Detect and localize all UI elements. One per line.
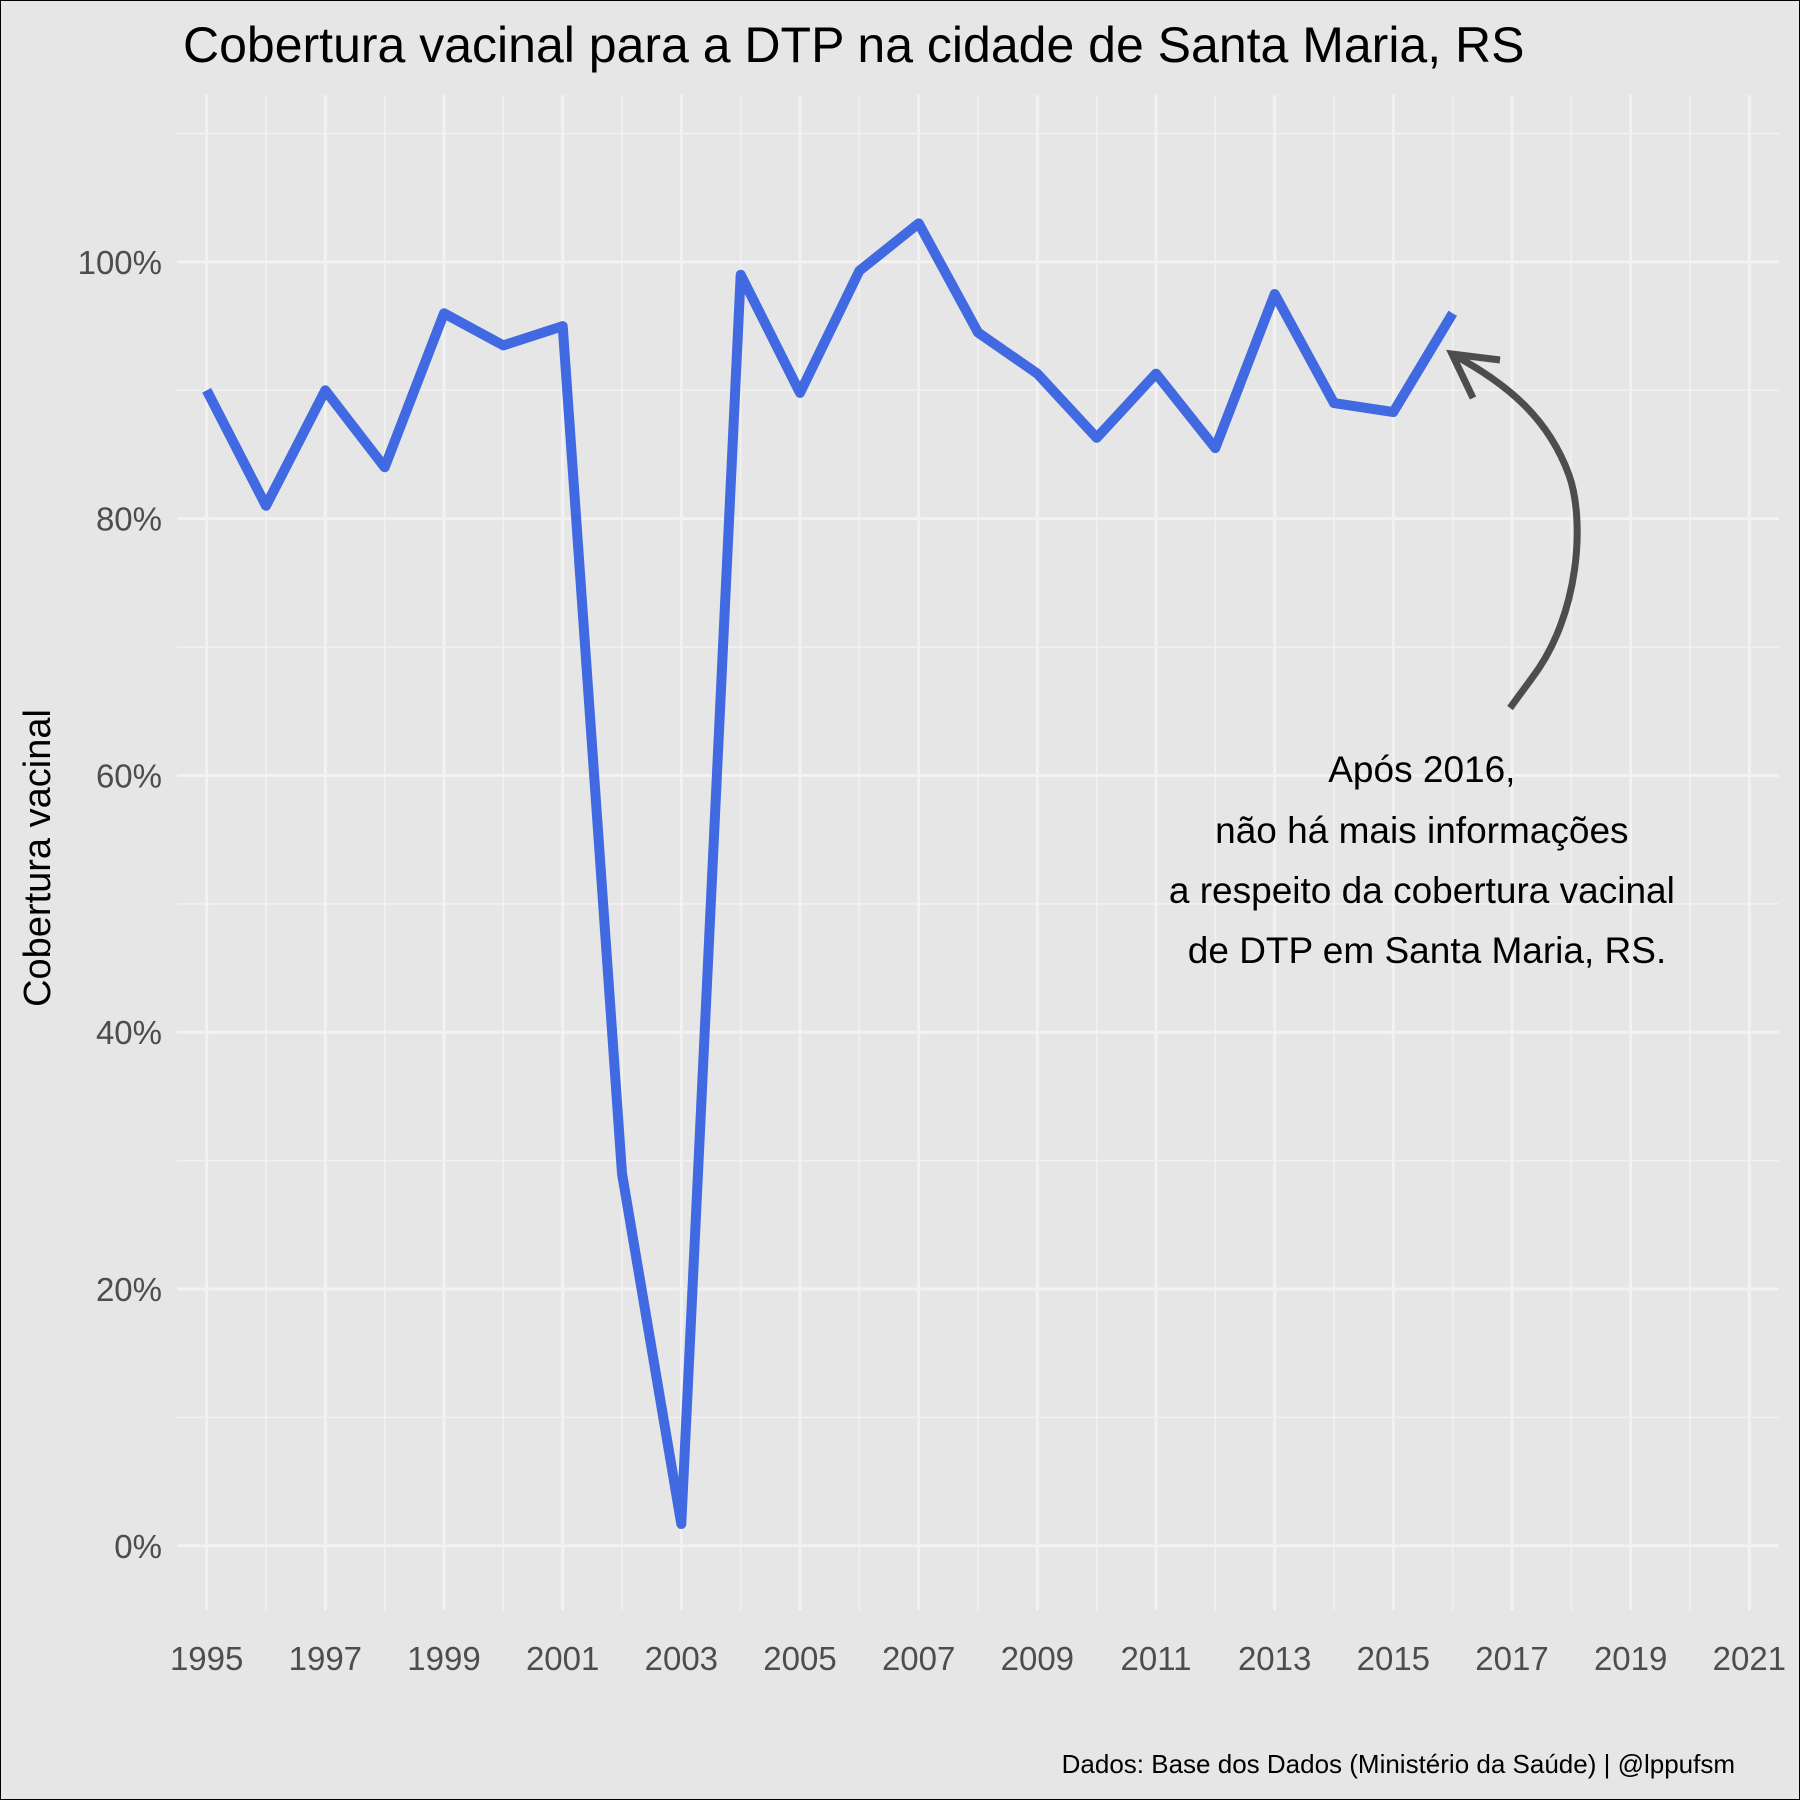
annotation-line-2: não há mais informações [1215,810,1628,851]
x-tick-label: 1999 [407,1640,480,1677]
data-point [261,501,271,511]
data-point [1388,407,1398,417]
y-tick-label: 60% [96,757,162,794]
y-tick-label: 20% [96,1271,162,1308]
data-point [380,462,390,472]
annotation-line-3: a respeito da cobertura vacinal [1169,870,1675,911]
y-axis-ticks: 0% 20% 40% 60% 80% 100% [78,244,162,1565]
x-tick-label: 1995 [170,1640,243,1677]
data-point [320,385,330,395]
x-tick-label: 2005 [763,1640,836,1677]
x-tick-label: 2003 [645,1640,718,1677]
data-point [558,321,568,331]
data-point [854,266,864,276]
data-point [795,388,805,398]
x-tick-label: 2021 [1713,1640,1786,1677]
data-point [736,270,746,280]
y-tick-label: 40% [96,1014,162,1051]
data-point [1210,443,1220,453]
data-point [676,1519,686,1529]
y-axis-label: Cobertura vacinal [17,709,59,1007]
y-tick-label: 100% [78,244,162,281]
data-point [1092,433,1102,443]
data-point [1448,308,1458,318]
data-point [498,340,508,350]
annotation-arrow [1450,350,1581,711]
annotation-line-4: de DTP em Santa Maria, RS. [1188,930,1666,971]
x-tick-label: 2009 [1001,1640,1074,1677]
data-point [973,328,983,338]
data-source-caption: Dados: Base dos Dados (Ministério da Saú… [1062,1749,1735,1779]
y-tick-label: 80% [96,501,162,538]
x-tick-label: 1997 [289,1640,362,1677]
data-point [617,1168,627,1178]
x-tick-label: 2001 [526,1640,599,1677]
x-tick-label: 2017 [1475,1640,1548,1677]
data-point [914,218,924,228]
series-line [202,218,1457,1529]
x-tick-label: 2015 [1357,1640,1430,1677]
x-axis-ticks: 1995 1997 1999 2001 2003 2005 2007 2009 2011 2013… [170,1640,1786,1677]
x-tick-label: 2019 [1594,1640,1667,1677]
chart-title: Cobertura vacinal para a DTP na cidade d… [183,17,1524,73]
data-point [439,308,449,318]
x-tick-label: 2007 [882,1640,955,1677]
data-point [1270,289,1280,299]
data-point [1329,398,1339,408]
grid [177,95,1779,1610]
data-point [1032,369,1042,379]
data-point [202,385,212,395]
x-tick-label: 2013 [1238,1640,1311,1677]
annotation-line-1: Após 2016, [1328,749,1515,790]
data-point [1151,369,1161,379]
y-tick-label: 0% [114,1528,162,1565]
x-tick-label: 2011 [1121,1640,1192,1677]
annotation-text: Após 2016, não há mais informações a res… [1169,749,1685,971]
annotation-arrowhead [1446,349,1501,400]
